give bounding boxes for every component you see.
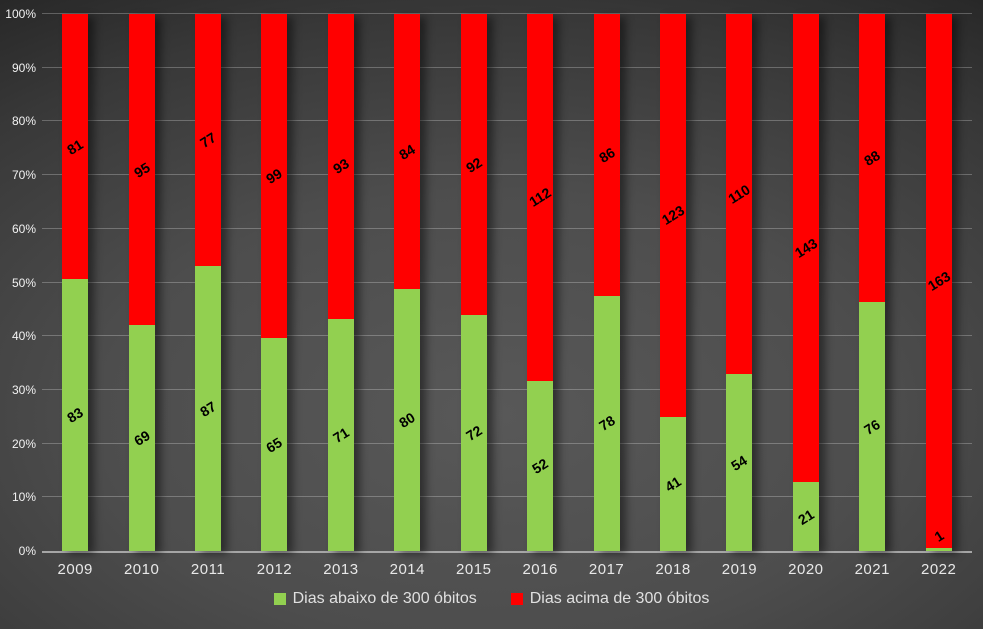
- y-tick-label: 100%: [5, 7, 36, 21]
- y-tick-label: 40%: [11, 329, 36, 344]
- segment-above-300: [593, 14, 620, 296]
- bars-layer: 83 81 69 95 87 77 65 99 71 93 80 84 72 92 52 112 78 86 41 1…: [42, 14, 972, 551]
- y-tick-label: 60%: [11, 221, 36, 236]
- category-2019: 54 110: [706, 14, 772, 551]
- stacked-bar-2018: 41 123: [659, 14, 687, 551]
- stacked-bar-2016: 52 112: [526, 14, 554, 551]
- x-tick-label-2013: 2013: [323, 561, 359, 578]
- category-2012: 65 99: [241, 14, 307, 551]
- y-tick-label: 30%: [11, 382, 36, 397]
- segment-above-300: [726, 14, 753, 375]
- x-tick-label-2017: 2017: [588, 561, 625, 578]
- stacked-bar-2011: 87 77: [195, 14, 222, 551]
- segment-below-300: [726, 374, 753, 551]
- segment-below-300: [792, 482, 819, 551]
- segment-above-300: [527, 14, 554, 381]
- y-tick-label: 10%: [11, 490, 36, 505]
- stacked-bar-2009: 83 81: [62, 14, 89, 551]
- segment-above-300: [261, 14, 288, 339]
- segment-above-300: [195, 14, 222, 267]
- x-tick-label-2022: 2022: [921, 561, 957, 578]
- segment-below-300: [128, 325, 155, 551]
- plot-area: 83 81 69 95 87 77 65 99 71 93 80 84 72 92 52 112 78 86 41 1…: [42, 13, 972, 553]
- x-tick-label-2015: 2015: [456, 561, 492, 578]
- segment-above-300: [394, 14, 421, 290]
- segment-below-300: [327, 318, 354, 551]
- segment-below-300: [261, 338, 288, 551]
- legend-swatch-green-icon: [273, 593, 286, 605]
- legend-label-below-300: Dias abaixo de 300 óbitos: [292, 590, 477, 607]
- stacked-bar-2014: 80 84: [394, 14, 421, 551]
- x-tick-label-2020: 2020: [788, 561, 824, 578]
- x-tick-label-2014: 2014: [389, 561, 425, 578]
- x-axis: 2009 2010 2011 2012 2013 2014 2015 2016 2017 2018…: [42, 561, 972, 578]
- stacked-bar-2022: 1 163: [925, 14, 953, 551]
- category-2009: 83 81: [42, 14, 108, 551]
- stacked-bar-2012: 65 99: [261, 14, 288, 551]
- segment-above-300: [327, 14, 354, 319]
- segment-below-300: [859, 302, 886, 551]
- x-tick-label-2011: 2011: [190, 561, 226, 578]
- category-2015: 72 92: [441, 14, 507, 551]
- y-tick-label: 80%: [11, 114, 36, 129]
- segment-above-300: [660, 14, 686, 417]
- x-tick-label-2009: 2009: [57, 561, 93, 578]
- y-tick-label: 90%: [11, 60, 36, 75]
- y-tick-label: 20%: [11, 436, 36, 451]
- segment-above-300: [925, 14, 952, 548]
- x-tick-label-2021: 2021: [854, 561, 890, 578]
- legend-item-below-300: Dias abaixo de 300 óbitos: [273, 590, 477, 608]
- x-tick-label-2010: 2010: [123, 561, 160, 578]
- segment-above-300: [859, 14, 886, 303]
- y-tick-label: 70%: [11, 168, 36, 183]
- stacked-bar-2021: 76 88: [859, 14, 886, 551]
- category-2014: 80 84: [374, 14, 440, 551]
- category-2011: 87 77: [175, 14, 241, 551]
- legend-label-above-300: Dias acima de 300 óbitos: [529, 590, 710, 607]
- segment-below-300: [62, 279, 89, 551]
- segment-above-300: [792, 14, 819, 483]
- segment-below-300: [660, 416, 686, 551]
- stacked-bar-2017: 78 86: [593, 14, 620, 551]
- segment-above-300: [128, 14, 155, 326]
- legend-swatch-red-icon: [510, 593, 523, 605]
- stacked-bar-2010: 69 95: [128, 14, 155, 551]
- category-2020: 21 143: [773, 14, 839, 551]
- segment-below-300: [593, 295, 620, 551]
- segment-above-300: [460, 14, 487, 316]
- stacked-bar-2013: 71 93: [327, 14, 354, 551]
- x-tick-label-2018: 2018: [655, 561, 691, 578]
- x-tick-label-2016: 2016: [522, 561, 558, 578]
- legend-item-above-300: Dias acima de 300 óbitos: [510, 590, 710, 608]
- category-2013: 71 93: [308, 14, 374, 551]
- y-tick-label: 50%: [11, 275, 36, 290]
- segment-below-300: [460, 315, 487, 551]
- y-axis: 0% 10% 20% 30% 40% 50% 60% 70% 80% 90% 100%: [0, 8, 36, 557]
- category-2017: 78 86: [573, 14, 639, 551]
- category-2010: 69 95: [108, 14, 174, 551]
- category-2016: 52 112: [507, 14, 573, 551]
- category-2021: 76 88: [839, 14, 905, 551]
- legend: Dias abaixo de 300 óbitos Dias acima de …: [0, 590, 983, 608]
- segment-below-300: [925, 547, 952, 551]
- segment-below-300: [195, 266, 222, 551]
- stacked-bar-2019: 54 110: [726, 14, 753, 551]
- y-tick-label: 0%: [18, 544, 36, 558]
- segment-below-300: [527, 380, 554, 551]
- segment-above-300: [62, 14, 89, 280]
- segment-below-300: [394, 289, 421, 551]
- category-2018: 41 123: [640, 14, 706, 551]
- category-2022: 1 163: [905, 14, 971, 551]
- stacked-bar-2020: 21 143: [792, 14, 820, 551]
- stacked-bar-2015: 72 92: [460, 14, 487, 551]
- x-tick-label-2019: 2019: [721, 561, 758, 578]
- x-tick-label-2012: 2012: [256, 561, 293, 578]
